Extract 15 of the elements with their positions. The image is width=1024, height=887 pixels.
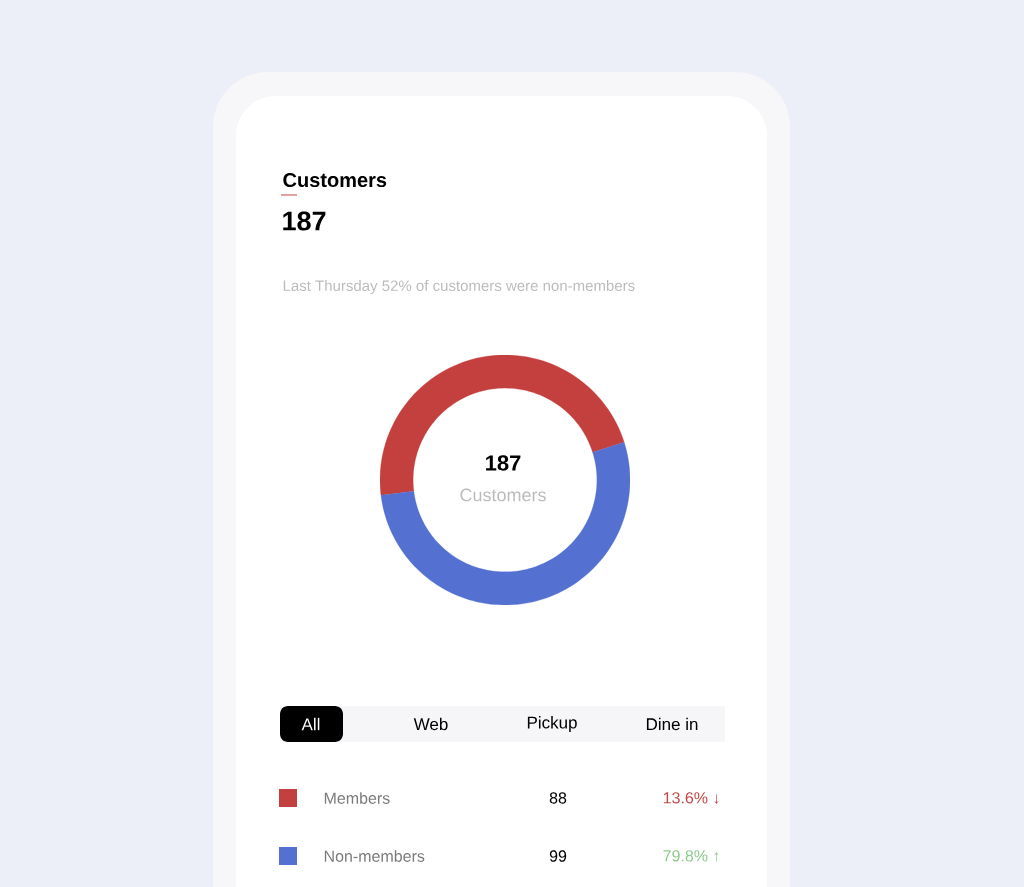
text: Last Thursday 52% of customers were non-members (283, 280, 635, 294)
text: Dine in (646, 717, 698, 731)
text: Web (413, 717, 448, 731)
chart-subtitle: 187 (283, 211, 326, 231)
legend-label: Members (324, 792, 390, 804)
text: Pickup (527, 716, 577, 732)
text: 187 (486, 455, 521, 471)
data-label: 99 (549, 850, 567, 862)
text: All (301, 717, 320, 731)
text: 79.8% ↑ (663, 850, 719, 862)
data-label: 88 (549, 792, 567, 804)
text: Customers (460, 488, 546, 502)
chart-title: Customers (283, 172, 387, 188)
legend-label: Non-members (324, 850, 425, 862)
text: 13.6% ↓ (663, 792, 719, 804)
